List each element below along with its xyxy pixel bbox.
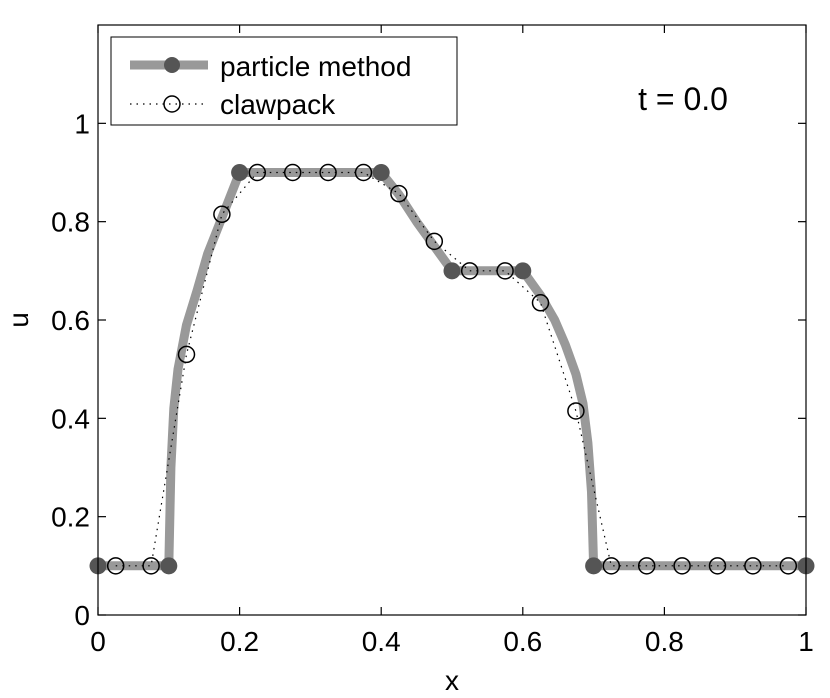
clawpack-marker-3 <box>213 205 231 224</box>
y-tick-label-3: 0.6 <box>51 305 90 336</box>
particle-method-marker-5 <box>514 262 532 280</box>
clawpack-marker-12 <box>531 294 550 312</box>
particle-method-marker-4 <box>443 262 461 280</box>
tick-layer <box>97 25 807 616</box>
clawpack-marker-13 <box>567 402 585 420</box>
clawpack-marker-18 <box>744 557 762 575</box>
clawpack-marker-19 <box>779 557 798 575</box>
time-annotation: t = 0.0 <box>638 81 728 117</box>
series-layer <box>89 163 815 575</box>
clawpack-marker-14 <box>602 557 621 575</box>
clawpack-marker-4 <box>248 163 267 182</box>
series-line-particle-method <box>93 168 811 571</box>
clawpack-marker-5 <box>283 163 302 182</box>
legend-label-clawpack: clawpack <box>220 89 336 120</box>
x-axis-label: x <box>445 665 459 696</box>
clawpack-marker-16 <box>673 557 691 575</box>
clawpack-marker-1 <box>142 557 160 575</box>
clawpack-marker-6 <box>319 163 337 182</box>
legend: particle method clawpack <box>110 36 458 126</box>
clawpack-marker-0 <box>106 557 125 575</box>
particle-method-marker-2 <box>231 164 249 181</box>
series-line-clawpack <box>115 171 789 567</box>
particle-method-marker-1 <box>160 557 178 575</box>
particle-method-marker-3 <box>372 164 390 181</box>
clawpack-marker-10 <box>460 262 479 280</box>
x-tick-label-3: 0.6 <box>503 626 542 657</box>
x-tick-label-1: 0.2 <box>220 626 259 657</box>
legend-marker-particle <box>164 57 180 73</box>
y-tick-label-0: 0 <box>74 600 90 631</box>
clawpack-marker-17 <box>708 557 727 575</box>
clawpack-marker-9 <box>425 232 444 251</box>
x-tick-label-5: 1 <box>798 626 814 657</box>
y-tick-label-4: 0.8 <box>51 207 90 238</box>
x-tick-label-4: 0.8 <box>645 626 684 657</box>
y-axis-label: u <box>3 312 34 328</box>
y-tick-label-5: 1 <box>74 108 90 139</box>
tick-label-layer: 0 0.2 0.4 0.6 0.8 1 0 0.2 0.4 0.6 0.8 1 <box>51 108 814 657</box>
clawpack-marker-8 <box>390 184 408 203</box>
x-tick-label-2: 0.4 <box>362 626 401 657</box>
y-tick-label-1: 0.2 <box>51 502 90 533</box>
clawpack-marker-7 <box>354 163 373 182</box>
legend-box <box>110 36 458 126</box>
legend-marker-clawpack <box>163 95 181 113</box>
legend-label-particle: particle method <box>220 51 411 82</box>
x-tick-label-0: 0 <box>90 626 106 657</box>
particle-method-marker-6 <box>585 557 603 575</box>
clawpack-marker-2 <box>177 345 196 364</box>
clawpack-marker-11 <box>496 262 514 280</box>
y-tick-label-2: 0.4 <box>51 403 90 434</box>
clawpack-marker-15 <box>637 557 656 575</box>
